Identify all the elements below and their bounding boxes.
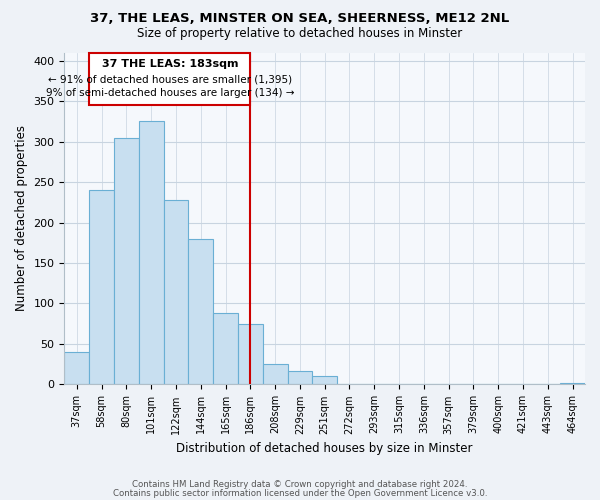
Bar (213, 313, 238, 384)
Text: 9% of semi-detached houses are larger (134) →: 9% of semi-detached houses are larger (1… (46, 88, 294, 98)
Text: 37, THE LEAS, MINSTER ON SEA, SHEERNESS, ME12 2NL: 37, THE LEAS, MINSTER ON SEA, SHEERNESS,… (91, 12, 509, 26)
Bar (560, 383, 585, 384)
Bar (238, 324, 263, 384)
Text: ← 91% of detached houses are smaller (1,395): ← 91% of detached houses are smaller (1,… (47, 74, 292, 84)
Bar (164, 200, 188, 384)
Bar (114, 138, 139, 384)
FancyBboxPatch shape (89, 52, 250, 105)
Bar (313, 376, 337, 384)
Bar (89, 190, 114, 384)
Bar (64, 352, 89, 384)
Bar (287, 370, 313, 384)
Text: Size of property relative to detached houses in Minster: Size of property relative to detached ho… (137, 28, 463, 40)
Bar (139, 122, 164, 384)
Bar (263, 364, 287, 384)
Bar (188, 238, 213, 384)
X-axis label: Distribution of detached houses by size in Minster: Distribution of detached houses by size … (176, 442, 473, 455)
Text: Contains public sector information licensed under the Open Government Licence v3: Contains public sector information licen… (113, 488, 487, 498)
Y-axis label: Number of detached properties: Number of detached properties (15, 126, 28, 312)
Text: 37 THE LEAS: 183sqm: 37 THE LEAS: 183sqm (101, 59, 238, 69)
Text: Contains HM Land Registry data © Crown copyright and database right 2024.: Contains HM Land Registry data © Crown c… (132, 480, 468, 489)
